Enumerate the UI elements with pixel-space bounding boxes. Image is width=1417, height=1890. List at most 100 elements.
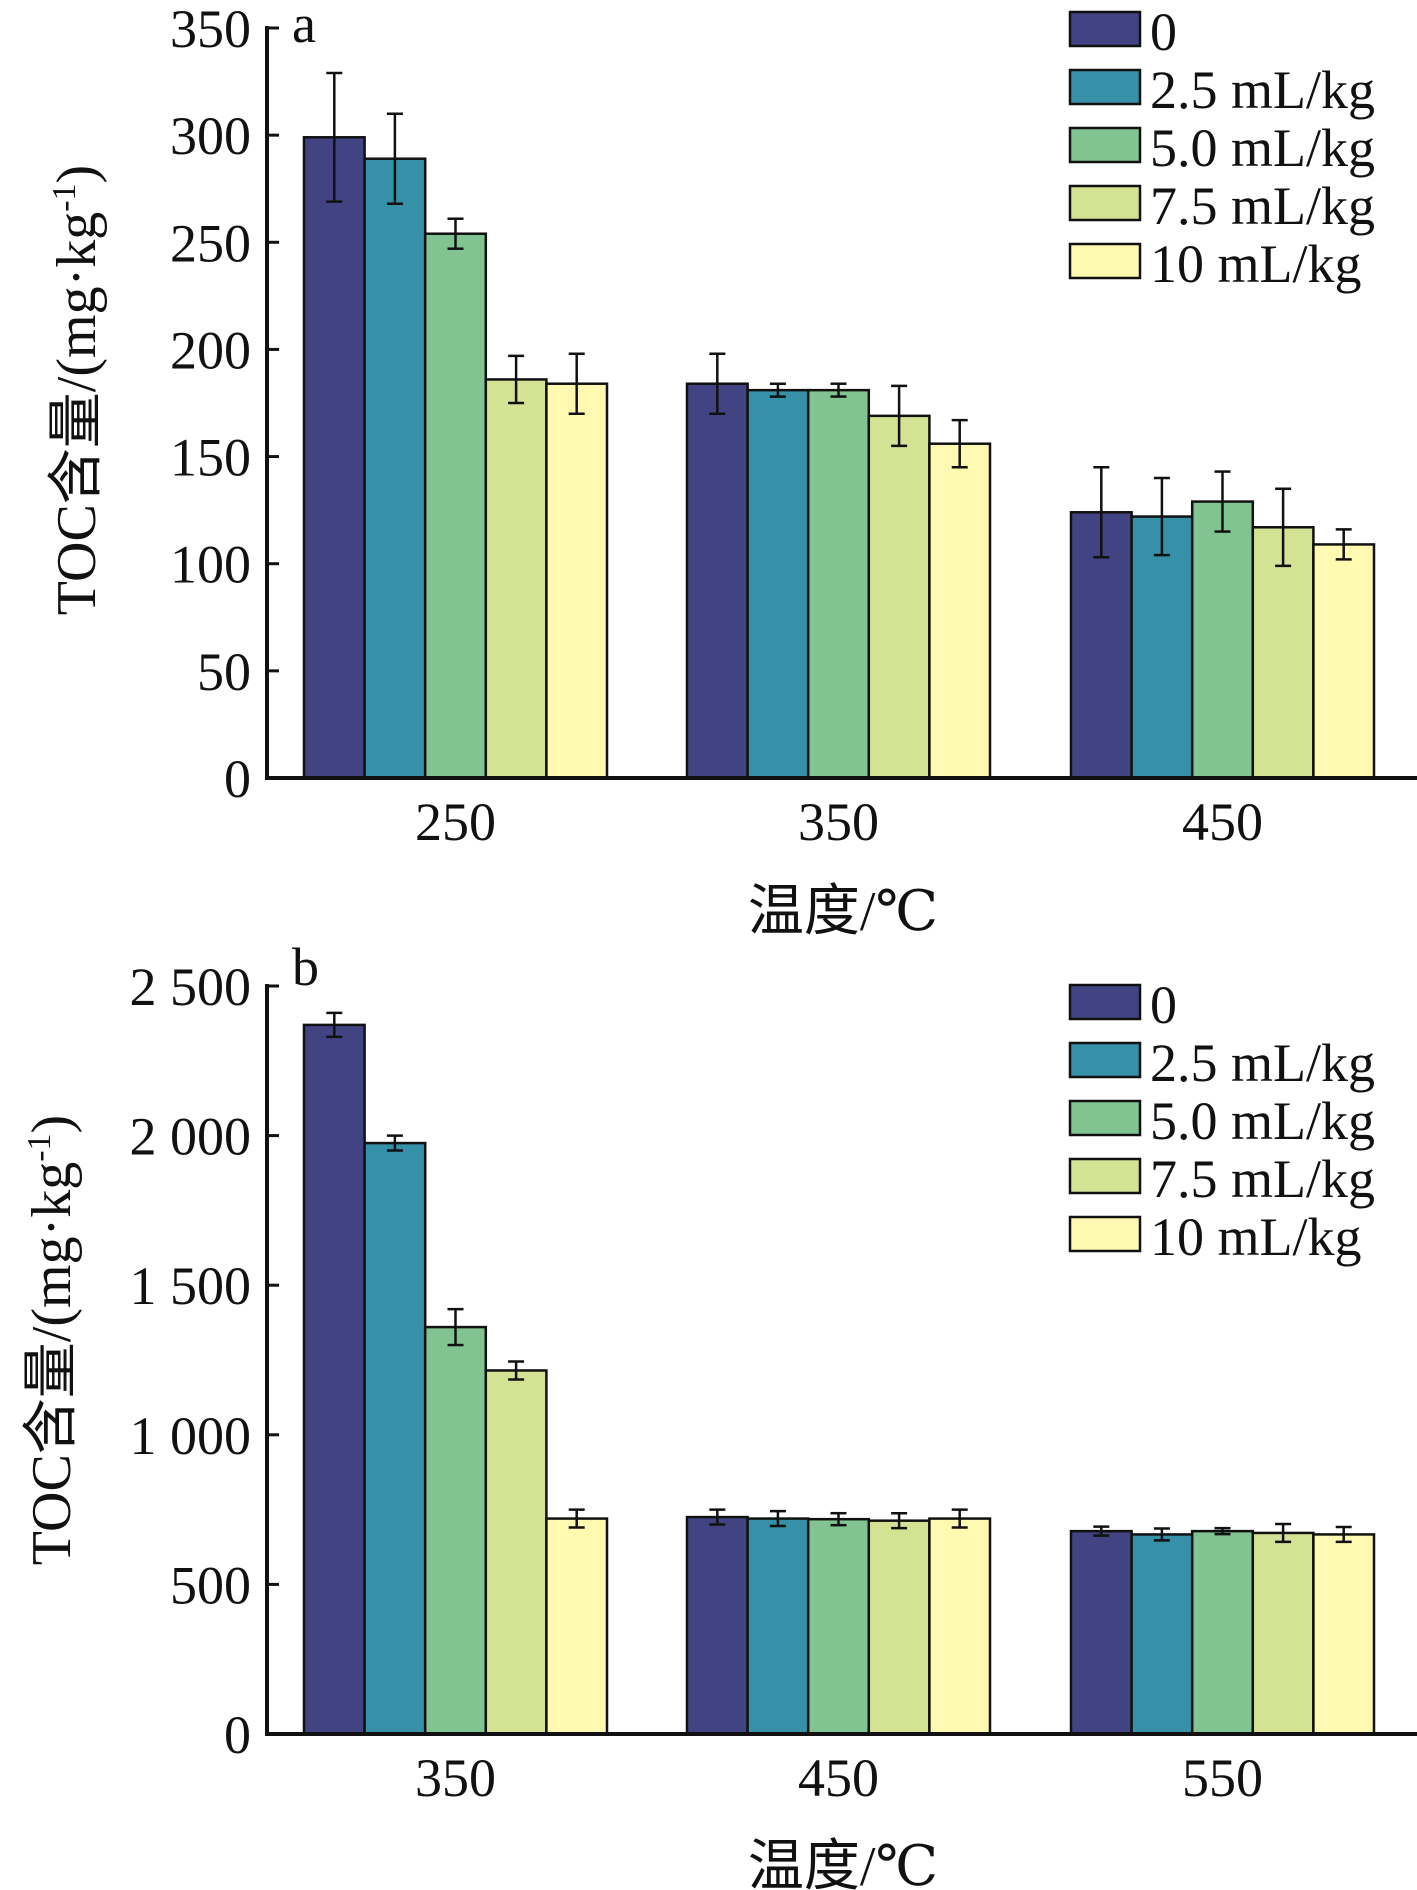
y-tick-label: 0 [224, 749, 251, 809]
x-axis-title: 温度/℃ [748, 881, 938, 943]
legend-swatch [1068, 68, 1142, 106]
bar [423, 1325, 488, 1736]
bar [746, 1517, 810, 1736]
error-bar [386, 1134, 403, 1152]
bar [1312, 543, 1376, 780]
legend-label: 10 mL/kg [1150, 234, 1362, 294]
y-tick-label: 2 500 [130, 957, 252, 1017]
x-tick-label: 350 [415, 1748, 496, 1808]
bar [806, 388, 871, 780]
error-bar [769, 382, 786, 398]
y-tick-label: 500 [170, 1555, 251, 1615]
error-bar [447, 1307, 464, 1347]
y-tick-label: 2 000 [130, 1107, 252, 1167]
x-tick-label: 450 [798, 1748, 879, 1808]
y-tick-label: 0 [224, 1705, 251, 1765]
error-bar [891, 384, 908, 448]
legend-swatch [1068, 242, 1142, 280]
legend-swatch [1068, 1041, 1142, 1079]
error-bar [326, 1011, 343, 1039]
error-bar [1275, 487, 1292, 568]
error-bar [891, 1511, 908, 1530]
legend-swatch [1068, 10, 1142, 48]
y-tick-label: 100 [170, 535, 251, 595]
error-bar [951, 1508, 968, 1529]
error-bar [1153, 1527, 1170, 1542]
legend-label: 0 [1150, 975, 1177, 1035]
legend-swatch [1068, 1215, 1142, 1253]
bar [302, 136, 366, 780]
error-bar [386, 112, 403, 205]
error-bar [1335, 1525, 1352, 1544]
bar [423, 232, 488, 780]
y-axis-title: TOC含量/(mg·kg-1) [46, 165, 108, 615]
bar [1190, 500, 1255, 780]
bar [928, 442, 992, 780]
bar [928, 1517, 992, 1736]
bar [1312, 1533, 1376, 1736]
bar [545, 1517, 609, 1736]
legend-swatch [1068, 126, 1142, 164]
error-bar [568, 352, 585, 415]
y-tick-label: 150 [170, 428, 251, 488]
y-tick-label: 350 [170, 0, 251, 59]
error-bar [568, 1508, 585, 1529]
bar [685, 1515, 749, 1736]
x-tick-label: 350 [798, 792, 879, 852]
legend-label: 5.0 mL/kg [1150, 118, 1375, 178]
chart-panel-a: 0 50 100 150 200 250 300 350 250 350 450 温度/℃ TOC含量/… [46, 0, 1417, 943]
error-bar [447, 217, 464, 250]
y-tick-label: 1 500 [130, 1256, 252, 1316]
panel-label: b [292, 937, 319, 997]
error-bar [769, 1509, 786, 1528]
bar [484, 378, 548, 780]
legend-label: 5.0 mL/kg [1150, 1091, 1375, 1151]
error-bar [1335, 528, 1352, 561]
error-bar [951, 418, 968, 469]
y-axis-title: TOC含量/(mg·kg-1) [21, 1115, 83, 1565]
legend-swatch [1068, 184, 1142, 222]
x-tick-label: 450 [1182, 792, 1263, 852]
bar [302, 1023, 366, 1736]
error-bar [830, 1511, 847, 1527]
legend-swatch [1068, 1099, 1142, 1137]
error-bar [326, 71, 343, 203]
legend-label: 2.5 mL/kg [1150, 1033, 1375, 1093]
bar [363, 157, 427, 780]
error-bar [1214, 470, 1231, 533]
legend-label: 7.5 mL/kg [1150, 176, 1375, 236]
error-bar [1275, 1522, 1292, 1544]
x-axis-title: 温度/℃ [748, 1836, 938, 1890]
legend-swatch [1068, 1157, 1142, 1195]
bar [1069, 1529, 1133, 1736]
y-tick-label: 200 [170, 320, 251, 380]
error-bar [1093, 1525, 1110, 1537]
error-bar [709, 1508, 726, 1526]
y-tick-label: 250 [170, 213, 251, 273]
legend-swatch [1068, 983, 1142, 1021]
bar [1251, 1531, 1315, 1736]
bar [746, 388, 810, 780]
error-bar [1093, 466, 1110, 559]
y-tick-label: 50 [197, 642, 251, 702]
bar [867, 414, 931, 780]
bar [1190, 1529, 1255, 1736]
bar [545, 382, 609, 780]
x-tick-label: 550 [1182, 1748, 1263, 1808]
panel-label: a [292, 0, 316, 54]
error-bar [830, 382, 847, 398]
bar [363, 1141, 427, 1736]
x-tick-label: 250 [415, 792, 496, 852]
y-tick-label: 1 000 [130, 1406, 252, 1466]
bar [685, 382, 749, 780]
bar [806, 1517, 871, 1736]
error-bar [1214, 1526, 1231, 1536]
legend-label: 0 [1150, 2, 1177, 62]
error-bar [508, 354, 525, 405]
bar [867, 1519, 931, 1736]
y-tick-label: 300 [170, 106, 251, 166]
error-bar [709, 352, 726, 415]
